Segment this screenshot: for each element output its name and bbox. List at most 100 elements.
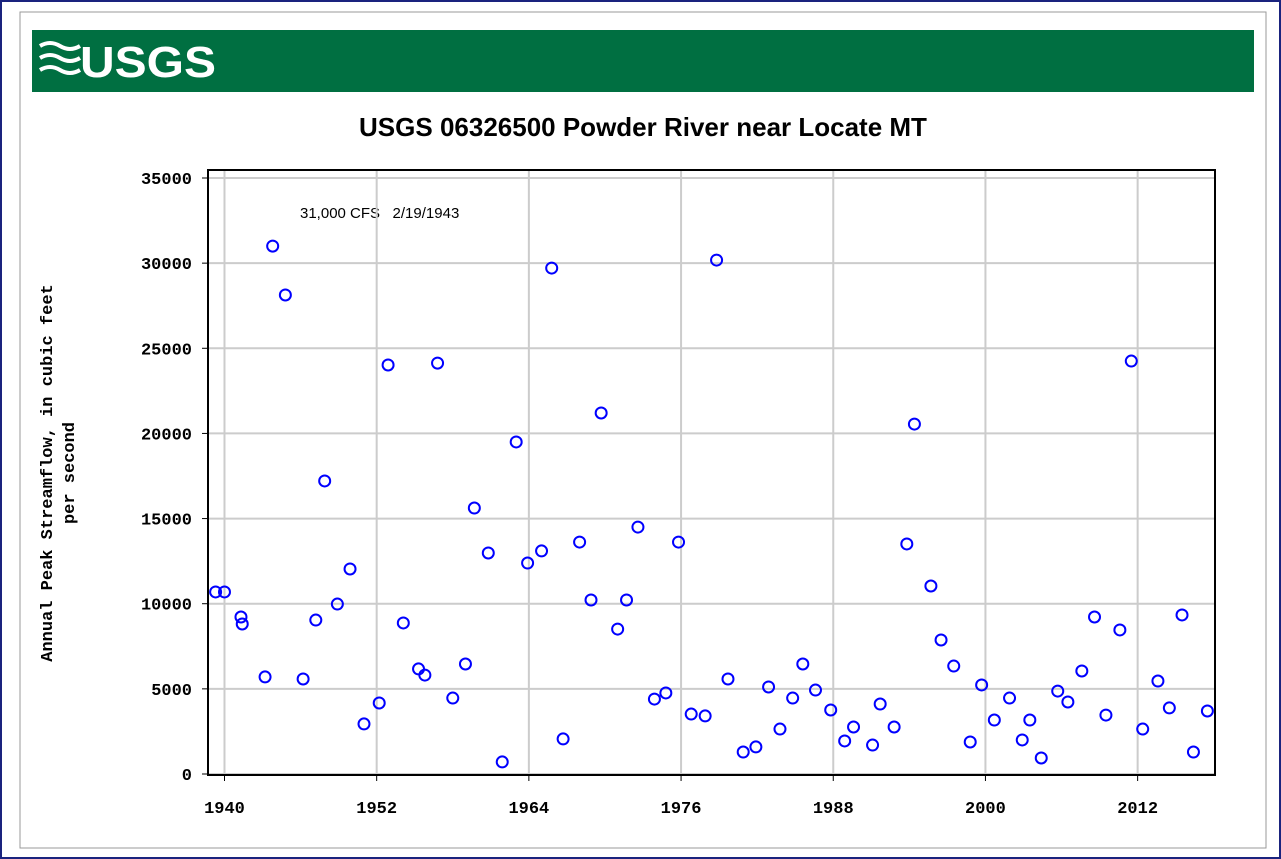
panel-border <box>19 11 1267 849</box>
x-tick-label: 1964 <box>508 800 549 819</box>
data-point <box>209 585 223 599</box>
data-point <box>573 535 587 549</box>
data-point <box>873 697 887 711</box>
logo-text: USGS <box>80 38 216 87</box>
data-point <box>987 713 1001 727</box>
data-point <box>1175 608 1189 622</box>
data-point <box>235 617 249 631</box>
data-point <box>838 734 852 748</box>
data-point <box>647 692 661 706</box>
data-point <box>808 683 822 697</box>
x-tick-label: 1940 <box>204 800 245 819</box>
data-point <box>234 610 248 624</box>
data-point <box>749 740 763 754</box>
data-point <box>594 406 608 420</box>
data-point <box>907 417 921 431</box>
data-point <box>611 622 625 636</box>
data-point <box>535 544 549 558</box>
data-point <box>1124 354 1138 368</box>
data-point <box>1162 701 1176 715</box>
y-tick-label: 35000 <box>141 171 192 190</box>
data-point <box>258 670 272 684</box>
data-point <box>1113 623 1127 637</box>
data-point <box>545 261 559 275</box>
data-point <box>684 707 698 721</box>
data-point <box>824 703 838 717</box>
data-point <box>947 659 961 673</box>
x-tick-label: 1988 <box>813 800 854 819</box>
x-tick-label: 1952 <box>356 800 397 819</box>
data-point <box>887 720 901 734</box>
data-point <box>372 696 386 710</box>
y-axis-label: per second <box>61 422 80 524</box>
y-tick-label: 5000 <box>151 682 192 701</box>
data-point <box>330 597 344 611</box>
data-point <box>296 672 310 686</box>
y-tick-label: 15000 <box>141 512 192 531</box>
y-tick-label: 30000 <box>141 256 192 275</box>
data-point <box>786 691 800 705</box>
y-axis-label: Annual Peak Streamflow, in cubic feet <box>39 284 58 661</box>
data-point <box>710 253 724 267</box>
data-point <box>866 738 880 752</box>
logo-waves <box>38 41 82 75</box>
data-point <box>556 732 570 746</box>
y-tick-label: 10000 <box>141 597 192 616</box>
data-point <box>495 755 509 769</box>
data-point <box>509 435 523 449</box>
data-point <box>1200 704 1214 718</box>
data-point <box>796 657 810 671</box>
data-point <box>934 633 948 647</box>
data-point <box>1034 751 1048 765</box>
data-point <box>1186 745 1200 759</box>
data-point <box>1015 733 1029 747</box>
data-point <box>1151 674 1165 688</box>
data-point <box>1003 691 1017 705</box>
data-point <box>1099 708 1113 722</box>
grid: 0 5000 10000 15000 20000 25000 30000 35000 1940 1… <box>141 170 1215 819</box>
data-point <box>266 239 280 253</box>
data-point <box>672 535 686 549</box>
data-point <box>396 616 410 630</box>
annotation: 31,000 CFS 2/19/1943 <box>300 205 459 222</box>
chart-title: USGS 06326500 Powder River near Locate M… <box>359 112 927 142</box>
data-point <box>318 474 332 488</box>
data-point <box>1088 610 1102 624</box>
banner <box>32 30 1254 92</box>
x-tick-label: 1976 <box>661 800 702 819</box>
y-tick-label: 20000 <box>141 426 192 445</box>
data-point <box>1075 664 1089 678</box>
data-point <box>698 709 712 723</box>
data-point <box>721 672 735 686</box>
x-tick-label: 2012 <box>1117 800 1158 819</box>
data-point <box>736 745 750 759</box>
data-point <box>631 520 645 534</box>
data-point <box>975 678 989 692</box>
plot-frame <box>207 169 1216 776</box>
data-point <box>357 717 371 731</box>
data-point <box>278 288 292 302</box>
y-tick-label: 25000 <box>141 341 192 360</box>
data-point <box>481 546 495 560</box>
data-point <box>521 556 535 570</box>
x-tick-label: 2000 <box>965 800 1006 819</box>
data-point <box>584 593 598 607</box>
marks <box>209 239 1214 769</box>
data-point <box>381 358 395 372</box>
data-point <box>446 691 460 705</box>
data-point <box>847 720 861 734</box>
data-point <box>458 657 472 671</box>
data-point <box>217 585 231 599</box>
data-point <box>467 501 481 515</box>
data-point <box>659 686 673 700</box>
data-point <box>963 735 977 749</box>
y-tick-label: 0 <box>182 767 192 786</box>
data-point <box>309 613 323 627</box>
data-point <box>418 668 432 682</box>
data-point <box>900 537 914 551</box>
data-point <box>431 356 445 370</box>
data-point <box>620 593 634 607</box>
data-point <box>343 562 357 576</box>
